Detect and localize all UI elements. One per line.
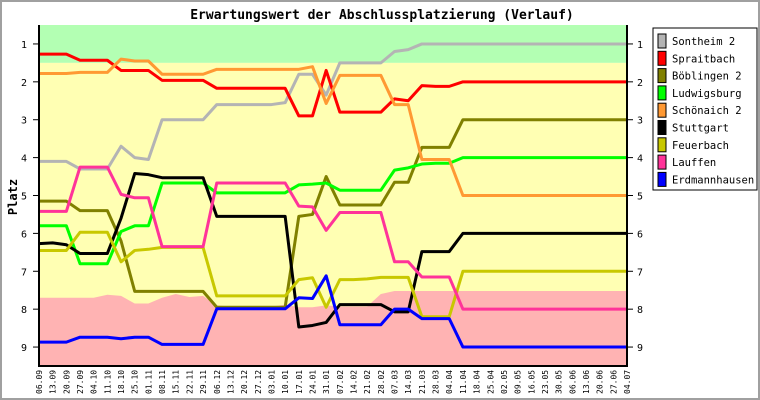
x-tick-label: 14.03 <box>404 370 413 394</box>
legend-swatch <box>657 85 667 101</box>
x-tick-label: 10.01 <box>281 370 290 394</box>
legend-label: Erdmannhausen <box>672 174 754 186</box>
x-tick-label: 28.02 <box>377 370 386 394</box>
x-tick-label: 27.09 <box>76 370 85 394</box>
y-tick-label-left: 6 <box>21 229 27 240</box>
series-lines <box>38 42 627 349</box>
legend-swatch <box>657 171 667 187</box>
x-tick-label: 18.04 <box>473 370 482 394</box>
y-tick-label-right: 3 <box>637 116 643 127</box>
x-tick-label: 08.11 <box>158 370 167 394</box>
x-tick-label: 09.05 <box>514 370 523 394</box>
x-tick-label: 23.05 <box>541 370 550 394</box>
x-tick-label: 03.01 <box>267 370 276 394</box>
series-line-b-blingen-2 <box>39 118 627 309</box>
x-tick-label: 14.02 <box>350 370 359 394</box>
series-line-stuttgart <box>38 172 627 329</box>
legend-label: Spraitbach <box>672 53 735 65</box>
chart-title: Erwartungswert der Abschlussplatzierung … <box>190 8 574 23</box>
y-tick-label-right: 4 <box>637 154 643 165</box>
x-tick-label: 13.09 <box>49 370 58 394</box>
legend-label: Böblingen 2 <box>672 71 742 83</box>
x-tick-label: 01.11 <box>144 370 153 394</box>
legend-swatch <box>657 154 667 170</box>
x-tick-label: 07.02 <box>336 370 345 394</box>
legend-label: Lauffen <box>672 157 716 169</box>
legend-label: Sontheim 2 <box>672 36 735 48</box>
x-tick-label: 27.12 <box>254 370 263 394</box>
x-tick-label: 27.06 <box>609 370 618 394</box>
x-tick-label: 20.06 <box>596 370 605 394</box>
x-tick-label: 21.02 <box>363 370 372 394</box>
x-tick-label: 24.01 <box>308 370 317 394</box>
series-line-lauffen <box>39 165 627 311</box>
x-tick-label: 13.06 <box>582 370 591 394</box>
x-tick-label: 18.10 <box>117 370 126 394</box>
x-tick-label: 06.09 <box>35 370 44 394</box>
y-tick-label-left: 7 <box>21 267 27 278</box>
x-tick-label: 02.05 <box>500 370 509 394</box>
legend-label: Feuerbach <box>672 140 729 152</box>
series-line-sontheim-2 <box>39 42 627 171</box>
legend-swatch <box>657 137 667 153</box>
x-tick-label: 11.10 <box>103 370 112 394</box>
x-tick-label: 30.05 <box>555 370 564 394</box>
axes: 1 1 2 2 3 3 4 4 5 5 6 6 7 7 8 8 9 9 06.09 13.09 20.09 27.09 04… <box>21 25 643 394</box>
legend-label: Ludwigsburg <box>672 88 742 100</box>
y-tick-label-left: 1 <box>21 40 27 51</box>
series-line-erdmannhausen <box>39 274 627 349</box>
y-tick-label-right: 6 <box>637 229 643 240</box>
legend-box <box>652 27 758 191</box>
legend-swatch <box>657 120 667 135</box>
x-tick-label: 04.04 <box>445 370 454 394</box>
x-tick-label: 25.10 <box>131 370 140 394</box>
x-tick-label: 06.12 <box>213 370 222 394</box>
y-tick-label-right: 8 <box>637 305 643 316</box>
y-tick-label-right: 2 <box>637 78 643 89</box>
x-tick-label: 17.01 <box>295 370 304 394</box>
legend-label: Schönaich 2 <box>672 105 742 117</box>
x-tick-label: 06.06 <box>568 370 577 394</box>
y-axis-label: Platz <box>6 179 20 215</box>
legend-swatch <box>657 68 667 84</box>
x-tick-label: 25.04 <box>486 370 495 394</box>
x-tick-label: 21.03 <box>418 370 427 394</box>
x-tick-label: 31.01 <box>322 370 331 394</box>
x-tick-label: 20.12 <box>240 370 249 394</box>
legend-swatch <box>657 33 667 49</box>
series-line-ludwigsburg <box>39 156 627 266</box>
x-tick-label: 28.03 <box>432 370 441 394</box>
x-tick-label: 22.11 <box>185 370 194 394</box>
legend: Sontheim 2 Spraitbach Böblingen 2 Ludwigsbu… <box>652 27 758 191</box>
y-tick-label-left: 4 <box>21 154 27 165</box>
zone-backgrounds <box>39 25 627 367</box>
x-tick-label: 16.05 <box>527 370 536 394</box>
x-tick-label: 04.10 <box>90 370 99 394</box>
y-tick-label-right: 5 <box>637 192 643 203</box>
legend-label: Stuttgart <box>672 123 729 135</box>
y-tick-label-left: 9 <box>21 343 27 354</box>
series-line-feuerbach <box>39 230 627 319</box>
y-tick-label-left: 5 <box>21 192 27 203</box>
y-tick-label-right: 1 <box>637 40 643 51</box>
x-tick-label: 20.09 <box>62 370 71 394</box>
x-tick-label: 15.11 <box>172 370 181 394</box>
legend-swatch <box>657 102 667 118</box>
x-tick-label: 04.07 <box>623 370 632 394</box>
y-tick-label-left: 8 <box>21 305 27 316</box>
x-tick-label: 07.03 <box>391 370 400 394</box>
y-tick-label-right: 9 <box>637 343 643 354</box>
x-tick-label: 13.12 <box>226 370 235 394</box>
x-tick-label: 11.04 <box>459 370 468 394</box>
series-line-sch-naich-2 <box>39 57 627 197</box>
y-tick-label-left: 3 <box>21 116 27 127</box>
x-tick-label: 29.11 <box>199 370 208 394</box>
y-tick-label-left: 2 <box>21 78 27 89</box>
y-tick-label-right: 7 <box>637 267 643 278</box>
legend-swatch <box>657 50 667 66</box>
